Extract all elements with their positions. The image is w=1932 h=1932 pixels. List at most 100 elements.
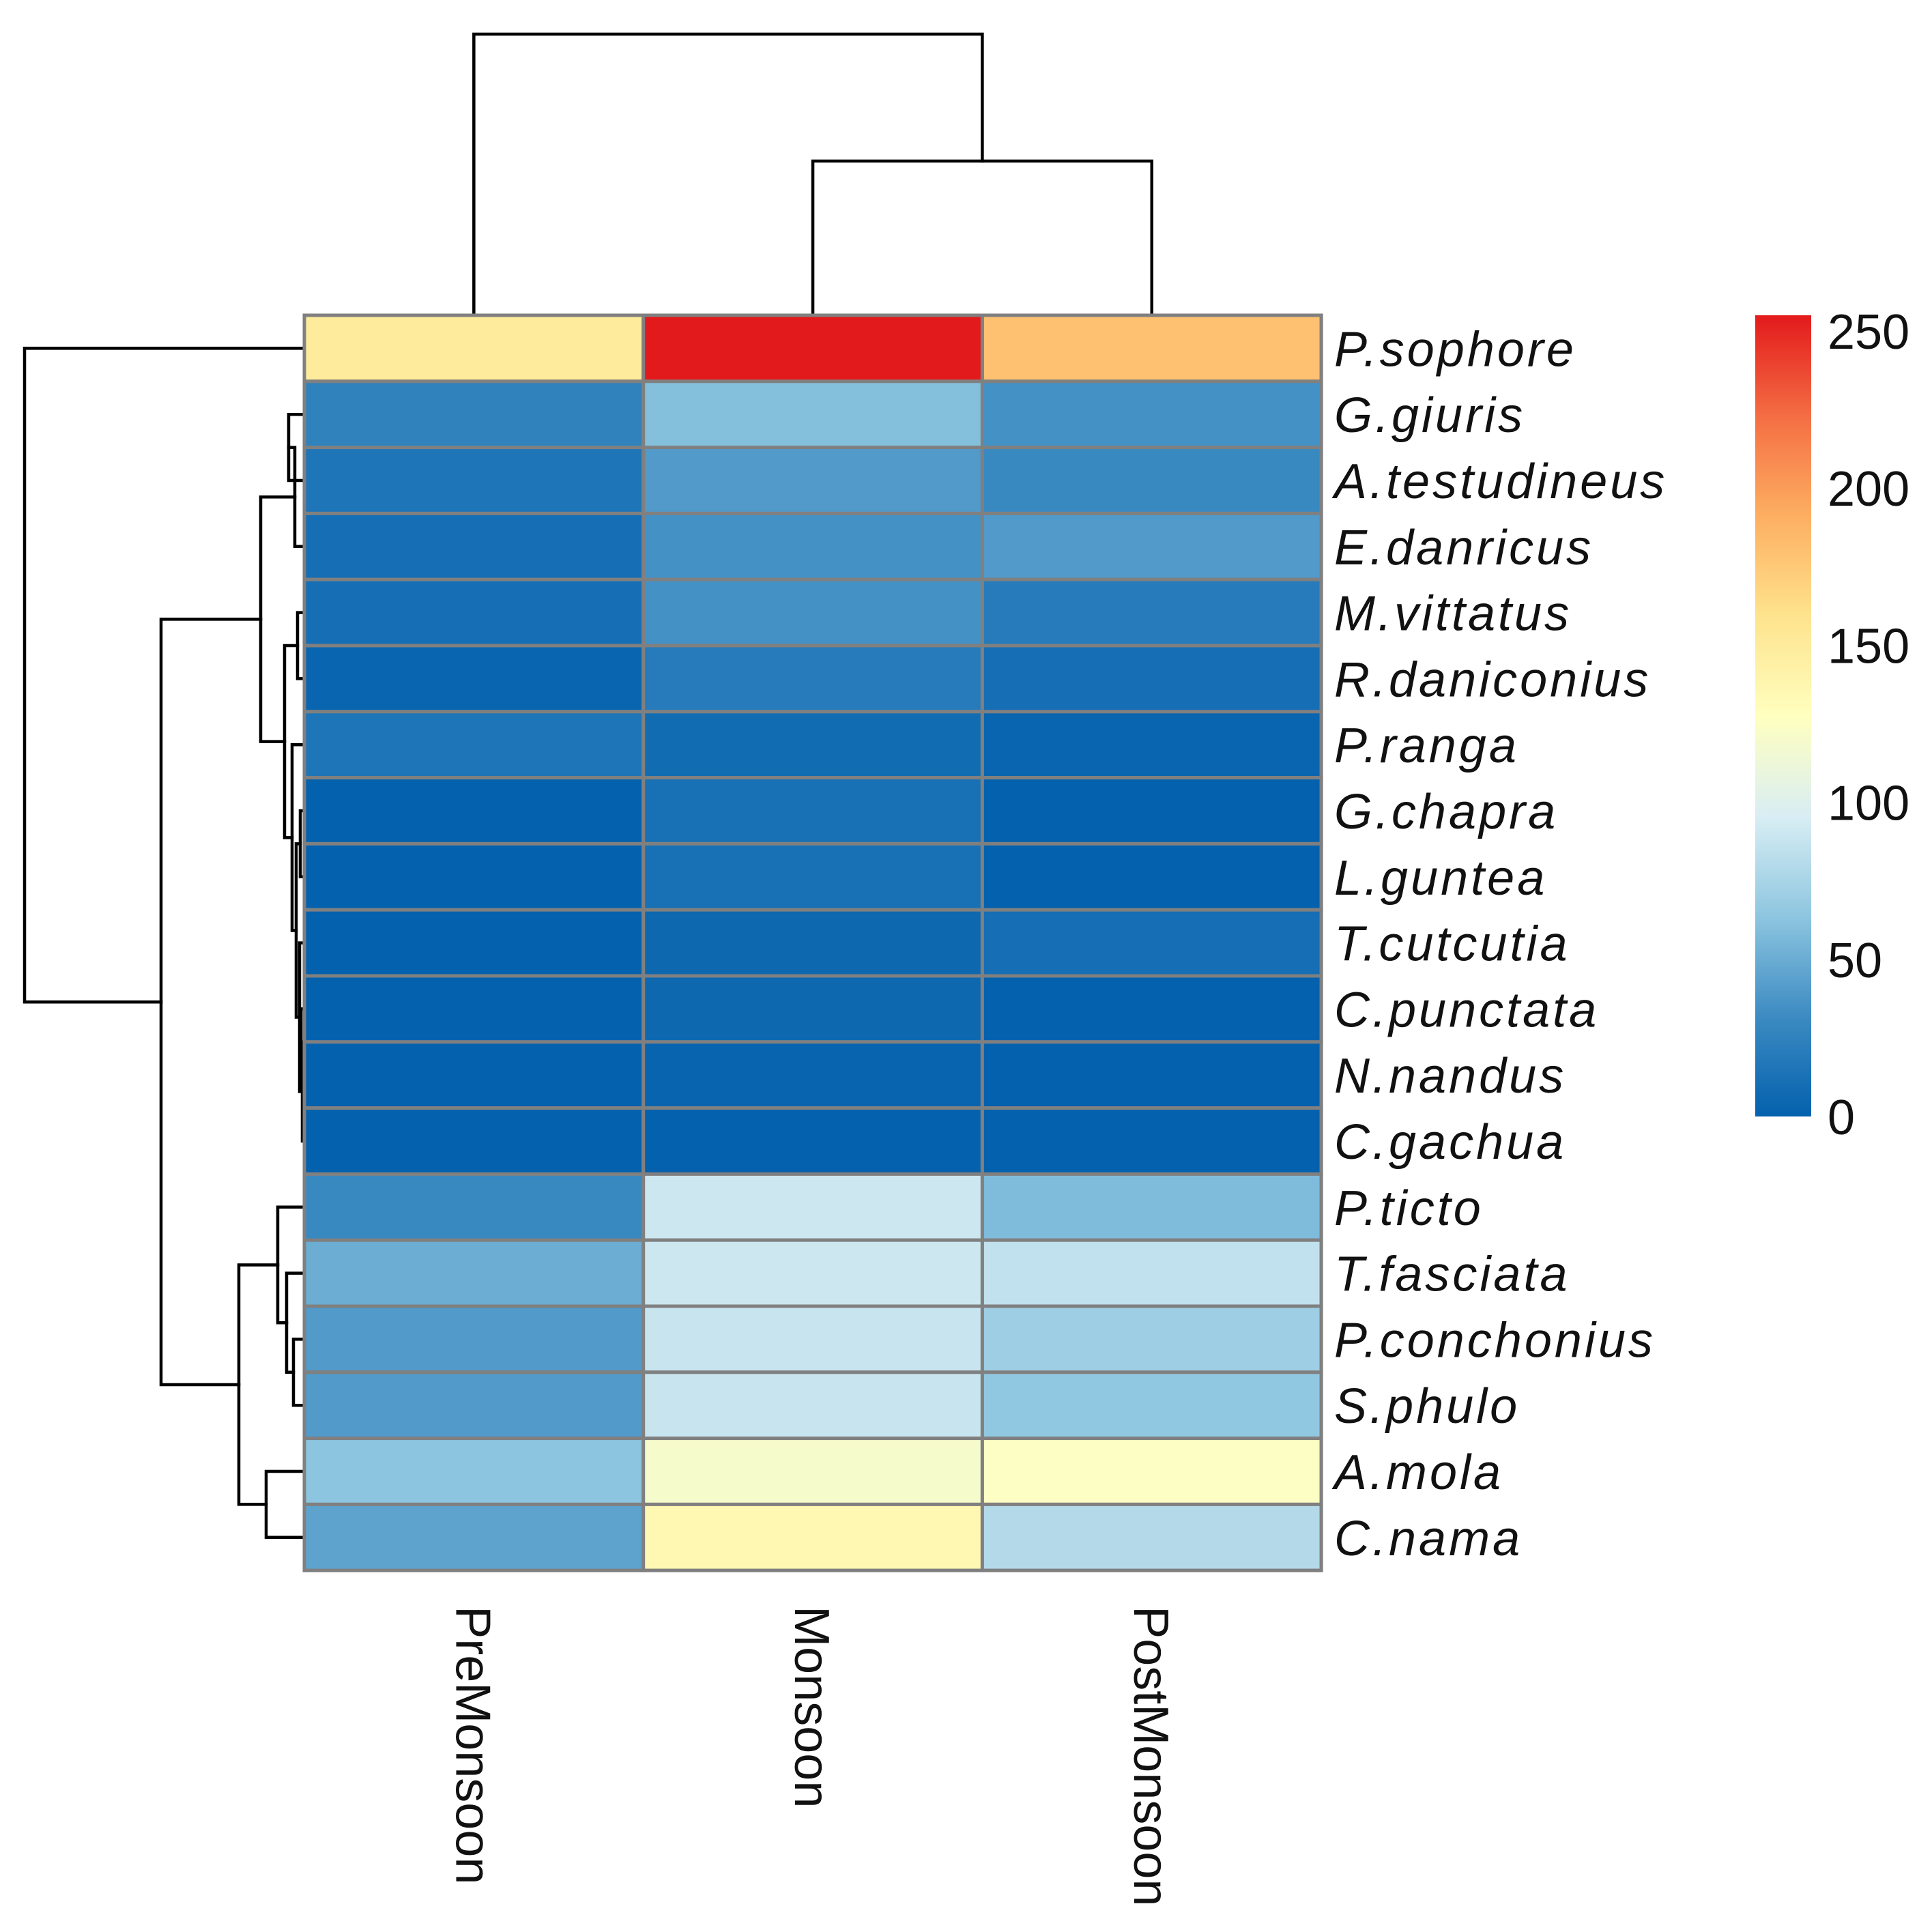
heatmap-cell-p-ticto-premonsoon	[302, 1172, 646, 1242]
heatmap-cell-e-danricus-monsoon	[641, 511, 984, 581]
heatmap-cell-n-nandus-monsoon	[641, 1040, 984, 1110]
heatmap-cell-g-chapra-monsoon	[641, 776, 984, 846]
colorbar-tick-200: 200	[1828, 462, 1909, 517]
heatmap-cell-t-fasciata-monsoon	[641, 1238, 984, 1308]
row-label-t-fasciata: T.fasciata	[1334, 1248, 1570, 1302]
heatmap-cell-s-phulo-monsoon	[641, 1370, 984, 1441]
row-label-p-sophore: P.sophore	[1334, 322, 1576, 377]
colorbar	[1755, 315, 1811, 1116]
heatmap-cell-a-testudineus-premonsoon	[302, 446, 646, 515]
color-legend: 0 50 100 150 200 250	[1755, 305, 1909, 1145]
heatmap-cell-g-chapra-postmonsoon	[980, 776, 1323, 846]
heatmap-cell-p-ranga-monsoon	[641, 710, 984, 780]
heatmap-cell-c-gachua-monsoon	[641, 1106, 984, 1176]
heatmap-cell-a-testudineus-monsoon	[641, 446, 984, 515]
row-label-p-conchonius: P.conchonius	[1334, 1313, 1656, 1368]
heatmap-cell-g-giuris-monsoon	[641, 379, 984, 450]
row-dendrogram-branch-16	[159, 618, 263, 1387]
row-label-c-nama: C.nama	[1334, 1512, 1523, 1566]
row-label-t-cutcutia: T.cutcutia	[1334, 917, 1570, 972]
heatmap-cell-c-punctata-postmonsoon	[980, 974, 1323, 1044]
heatmap-cell-c-nama-postmonsoon	[980, 1502, 1323, 1572]
colorbar-tick-250: 250	[1828, 305, 1909, 360]
heatmap-cell-s-phulo-postmonsoon	[980, 1370, 1323, 1441]
heatmap-cell-p-sophore-monsoon	[641, 313, 984, 384]
row-label-s-phulo: S.phulo	[1334, 1379, 1520, 1434]
row-label-l-guntea: L.guntea	[1334, 851, 1547, 906]
colorbar-tick-150: 150	[1828, 619, 1909, 674]
heatmap-cell-a-mola-postmonsoon	[980, 1437, 1323, 1506]
row-label-e-danricus: E.danricus	[1334, 521, 1594, 575]
heatmap-cell-p-ticto-monsoon	[641, 1172, 984, 1242]
heatmap-cell-p-ticto-postmonsoon	[980, 1172, 1323, 1242]
heatmap-cell-p-conchonius-postmonsoon	[980, 1304, 1323, 1374]
heatmap-cell-n-nandus-premonsoon	[302, 1040, 646, 1110]
row-dendrogram-branch-17	[23, 347, 306, 1004]
row-labels: P.sophore G.giuris A.testudineus E.danricus…	[1331, 322, 1664, 1566]
colorbar-ticks: 0 50 100 150 200 250	[1828, 305, 1909, 1145]
heatmap-cell-a-mola-premonsoon	[302, 1437, 646, 1506]
heatmap-cell-t-cutcutia-premonsoon	[302, 908, 646, 978]
heatmap-cell-e-danricus-premonsoon	[302, 511, 646, 581]
row-label-c-gachua: C.gachua	[1334, 1115, 1566, 1170]
row-dendrogram	[23, 347, 306, 1540]
heatmap-cell-l-guntea-monsoon	[641, 841, 984, 912]
row-label-r-daniconius: R.daniconius	[1334, 652, 1651, 707]
heatmap-cell-p-conchonius-monsoon	[641, 1304, 984, 1374]
heatmap-cell-c-gachua-premonsoon	[302, 1106, 646, 1176]
heatmap-cell-s-phulo-premonsoon	[302, 1370, 646, 1441]
column-labels: PreMonsoon Monsoon PostMonsoon	[445, 1606, 1177, 1906]
heatmap-cell-p-sophore-postmonsoon	[980, 313, 1323, 384]
heatmap-cell-t-cutcutia-postmonsoon	[980, 908, 1323, 978]
heatmap-cell-g-giuris-postmonsoon	[980, 379, 1323, 450]
heatmap-cell-m-vittatus-postmonsoon	[980, 577, 1323, 648]
heatmap-cell-c-punctata-monsoon	[641, 974, 984, 1044]
heatmap-cell-a-mola-monsoon	[641, 1437, 984, 1506]
row-dendrogram-branch-15	[237, 1263, 280, 1506]
heatmap-cell-n-nandus-postmonsoon	[980, 1040, 1323, 1110]
colorbar-tick-100: 100	[1828, 777, 1909, 831]
heatmap-cell-p-sophore-premonsoon	[302, 313, 646, 384]
row-label-g-giuris: G.giuris	[1334, 388, 1525, 443]
row-dendrogram-branch-13	[276, 1205, 306, 1325]
colorbar-tick-50: 50	[1828, 934, 1882, 988]
heatmap-cell-c-nama-monsoon	[641, 1502, 984, 1572]
column-label-postmonsoon: PostMonsoon	[1123, 1606, 1178, 1906]
heatmap-cell-t-cutcutia-monsoon	[641, 908, 984, 978]
heatmap-cell-m-vittatus-premonsoon	[302, 577, 646, 648]
heatmap-border	[302, 313, 1323, 1572]
heatmap-cell-c-nama-premonsoon	[302, 1502, 646, 1572]
row-label-g-chapra: G.chapra	[1334, 785, 1558, 839]
heatmap-cell-g-chapra-premonsoon	[302, 776, 646, 846]
row-dendrogram-branch-12	[285, 1271, 306, 1374]
column-dendrogram-branch-root	[472, 32, 984, 317]
heatmap-cell-m-vittatus-monsoon	[641, 577, 984, 648]
heatmap-cell-r-daniconius-monsoon	[641, 644, 984, 714]
row-label-a-mola: A.mola	[1331, 1445, 1503, 1500]
heatmap-cell-t-fasciata-premonsoon	[302, 1238, 646, 1308]
heatmap-cell-p-ranga-postmonsoon	[980, 710, 1323, 780]
heatmap-cell-r-daniconius-postmonsoon	[980, 644, 1323, 714]
heatmap-cell-c-gachua-postmonsoon	[980, 1106, 1323, 1176]
column-label-monsoon: Monsoon	[784, 1606, 839, 1808]
heatmap-cell-e-danricus-postmonsoon	[980, 511, 1323, 581]
heatmap-cells	[302, 313, 1323, 1572]
column-label-premonsoon: PreMonsoon	[445, 1606, 500, 1884]
heatmap-cell-l-guntea-postmonsoon	[980, 841, 1323, 912]
colorbar-tick-0: 0	[1828, 1091, 1855, 1145]
heatmap-cell-p-conchonius-premonsoon	[302, 1304, 646, 1374]
heatmap-cell-p-ranga-premonsoon	[302, 710, 646, 780]
row-label-m-vittatus: M.vittatus	[1334, 587, 1572, 641]
row-label-c-punctata: C.punctata	[1334, 983, 1599, 1037]
column-dendrogram-branch-monsoon-postmonsoon	[811, 159, 1153, 317]
row-dendrogram-branch-10	[259, 495, 297, 743]
row-dendrogram-branch-14	[264, 1469, 306, 1540]
row-label-p-ranga: P.ranga	[1334, 719, 1519, 773]
heatmap-cell-a-testudineus-postmonsoon	[980, 446, 1323, 515]
row-label-p-ticto: P.ticto	[1334, 1181, 1484, 1236]
heatmap-cell-t-fasciata-postmonsoon	[980, 1238, 1323, 1308]
row-dendrogram-branch-8	[290, 742, 306, 932]
heatmap-cell-g-giuris-premonsoon	[302, 379, 646, 450]
